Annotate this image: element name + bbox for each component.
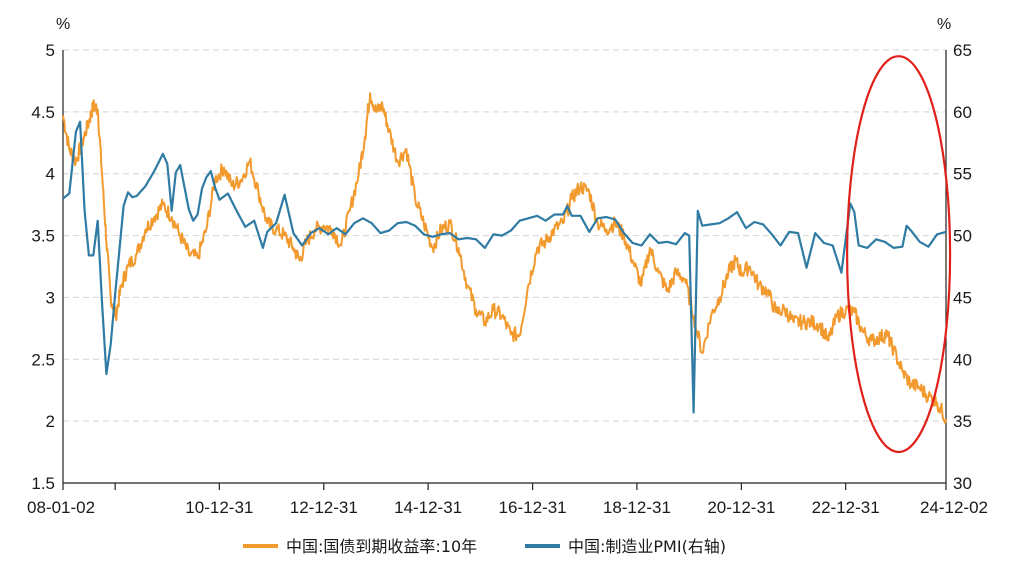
annotation-ellipse <box>845 55 952 454</box>
left-tick-label: 1.5 <box>31 474 55 493</box>
series-line-bond-yield <box>62 92 947 424</box>
legend: 中国:国债到期收益率:10年 中国:制造业PMI(右轴) <box>243 537 726 556</box>
x-tick-label: 18-12-31 <box>603 498 671 517</box>
axes <box>62 50 947 484</box>
left-tick-label: 4.5 <box>31 103 55 122</box>
left-tick-label: 3 <box>46 288 55 307</box>
left-tick-label: 4 <box>46 165 55 184</box>
x-tick-label: 14-12-31 <box>394 498 462 517</box>
x-tick-label: 08-01-02 <box>27 498 95 517</box>
series-lines <box>62 92 947 424</box>
right-tick-label: 60 <box>953 103 972 122</box>
left-tick-label: 2.5 <box>31 350 55 369</box>
right-tick-label: 55 <box>953 165 972 184</box>
right-tick-label: 40 <box>953 350 972 369</box>
legend-label-bond-yield: 中国:国债到期收益率:10年 <box>286 537 477 556</box>
x-tick-label: 22-12-31 <box>812 498 880 517</box>
right-tick-label: 65 <box>953 41 972 60</box>
right-tick-label: 35 <box>953 412 972 431</box>
legend-label-pmi: 中国:制造业PMI(右轴) <box>568 537 726 556</box>
right-tick-label: 50 <box>953 227 972 246</box>
left-tick-label: 2 <box>46 412 55 431</box>
x-tick-label: 12-12-31 <box>290 498 358 517</box>
right-tick-label: 45 <box>953 288 972 307</box>
left-tick-label: 5 <box>46 41 55 60</box>
right-axis-ticks: 65 60 55 50 45 40 35 30 <box>953 41 972 493</box>
highlight-ellipse <box>845 55 952 454</box>
left-axis-unit: % <box>56 16 70 33</box>
x-tick-label: 16-12-31 <box>499 498 567 517</box>
x-tick-label: 10-12-31 <box>185 498 253 517</box>
x-axis-ticks: 08-01-02 10-12-31 12-12-31 14-12-31 16-12-31… <box>27 483 988 517</box>
right-axis-unit: % <box>937 16 951 33</box>
series-line-pmi <box>62 120 947 414</box>
left-axis-ticks: 5 4.5 4 3.5 3 2.5 2 1.5 <box>31 41 55 493</box>
x-tick-label: 24-12-02 <box>920 498 988 517</box>
x-tick-label: 20-12-31 <box>707 498 775 517</box>
right-tick-label: 30 <box>953 474 972 493</box>
left-tick-label: 3.5 <box>31 227 55 246</box>
